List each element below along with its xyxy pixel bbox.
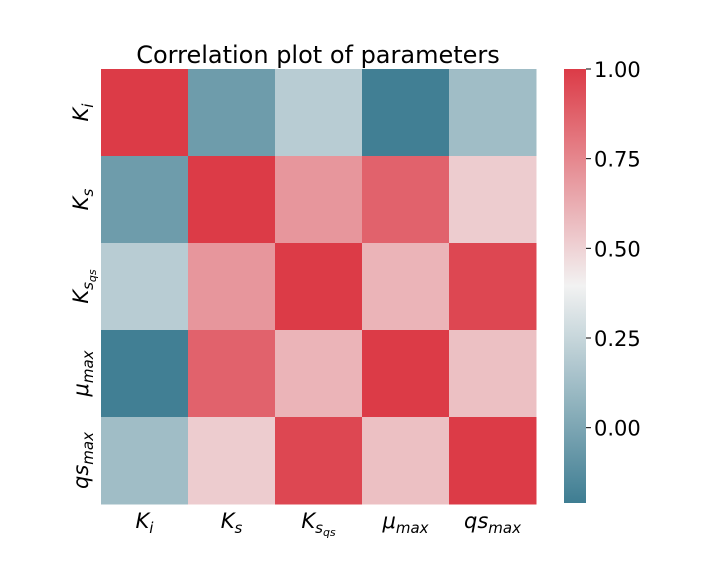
heatmap-cell: [449, 417, 537, 505]
heatmap-cell: [275, 243, 363, 331]
x-tick-label: qsmax: [464, 509, 521, 537]
heatmap-cell: [362, 330, 450, 418]
x-tick-label: μmax: [381, 509, 428, 537]
heatmap-cell: [449, 156, 537, 244]
y-tick-labels: Ki Ks Ksqs μmax qsmax: [69, 103, 99, 489]
heatmap-cell: [101, 417, 189, 505]
heatmap-cell: [275, 156, 363, 244]
heatmap-cell: [449, 243, 537, 331]
x-tick-label: Ks: [221, 509, 243, 537]
heatmap-cell: [275, 330, 363, 418]
colorbar-tick-label: 1.00: [594, 58, 641, 82]
colorbar: 1.00 0.75 0.50 0.25 0.00: [564, 58, 641, 503]
heatmap-cell: [101, 156, 189, 244]
heatmap-cell: [101, 243, 189, 331]
heatmap-cell: [101, 330, 189, 418]
heatmap-cell: [362, 69, 450, 157]
heatmap-cell: [275, 417, 363, 505]
x-tick-label: Ksqs: [301, 509, 336, 539]
chart-title: Correlation plot of parameters: [136, 41, 500, 69]
colorbar-tick-label: 0.75: [594, 148, 641, 172]
heatmap-cell: [188, 330, 276, 418]
heatmap-cell: [188, 417, 276, 505]
heatmap-cell: [188, 243, 276, 331]
heatmap-cell: [362, 417, 450, 505]
y-tick-label: Ksqs: [69, 269, 99, 304]
y-tick-label: Ks: [69, 189, 97, 211]
y-tick-label: μmax: [69, 350, 97, 397]
y-tick-label: qsmax: [69, 432, 97, 489]
heatmap-cell: [449, 69, 537, 157]
heatmap-cell: [275, 69, 363, 157]
y-tick-label: Ki: [69, 103, 97, 122]
colorbar-tick-label: 0.50: [594, 237, 641, 261]
x-tick-label: Ki: [136, 509, 155, 537]
heatmap-cell: [101, 69, 189, 157]
heatmap-cell: [362, 243, 450, 331]
heatmap-cell: [449, 330, 537, 418]
heatmap-cell: [188, 69, 276, 157]
colorbar-tick-label: 0.25: [594, 327, 641, 351]
heatmap-cell: [188, 156, 276, 244]
heatmap-cells: [101, 69, 537, 505]
colorbar-tick-label: 0.00: [594, 417, 641, 441]
colorbar-gradient: [564, 69, 586, 503]
heatmap-cell: [362, 156, 450, 244]
x-tick-labels: Ki Ks Ksqs μmax qsmax: [136, 509, 522, 539]
